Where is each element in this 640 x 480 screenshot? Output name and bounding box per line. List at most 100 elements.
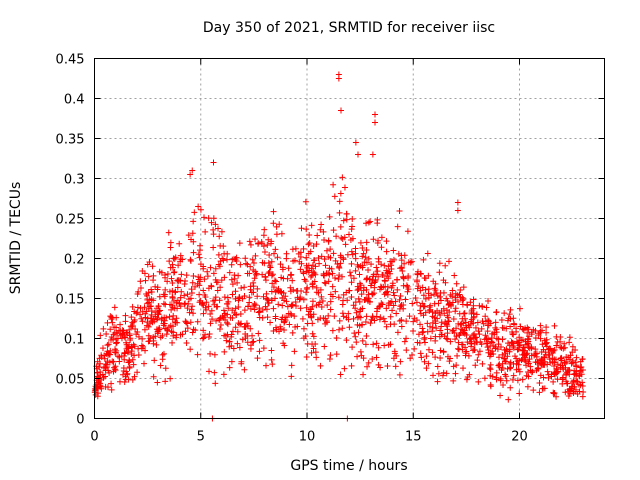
data-point — [500, 325, 507, 332]
data-point — [394, 286, 401, 293]
data-point — [400, 305, 407, 312]
data-point — [292, 245, 299, 252]
data-point — [201, 276, 208, 283]
data-point — [220, 243, 227, 250]
data-point — [343, 337, 350, 344]
data-point — [200, 310, 207, 317]
data-point — [288, 311, 295, 318]
data-point — [256, 337, 263, 344]
data-point — [223, 256, 230, 263]
data-point — [436, 269, 443, 276]
data-point — [373, 308, 380, 315]
data-point — [183, 272, 190, 279]
data-point — [302, 278, 309, 285]
data-point — [228, 342, 235, 349]
data-point — [389, 307, 396, 314]
data-point — [216, 233, 223, 240]
data-point — [266, 252, 273, 259]
data-point — [377, 364, 384, 371]
data-point — [196, 291, 203, 298]
data-point — [141, 270, 148, 277]
data-point — [207, 311, 214, 318]
data-point — [470, 296, 477, 303]
data-point — [122, 312, 129, 319]
data-point — [513, 338, 520, 345]
data-point — [400, 282, 407, 289]
data-point — [210, 159, 217, 166]
data-point — [444, 330, 451, 337]
data-point — [259, 314, 266, 321]
data-point — [138, 315, 145, 322]
data-point — [212, 294, 219, 301]
data-point — [369, 291, 376, 298]
data-point — [305, 311, 312, 318]
data-point — [373, 354, 380, 361]
data-point — [289, 246, 296, 253]
data-point — [396, 317, 403, 324]
data-point — [341, 234, 348, 241]
data-point — [486, 365, 493, 372]
data-point — [411, 315, 418, 322]
data-point — [195, 273, 202, 280]
data-point — [94, 369, 101, 376]
data-point — [435, 370, 442, 377]
data-point — [254, 293, 261, 300]
data-point — [162, 274, 169, 281]
data-point — [350, 275, 357, 282]
data-point — [339, 310, 346, 317]
data-point — [554, 376, 561, 383]
data-point — [122, 376, 129, 383]
data-point — [563, 378, 570, 385]
data-point — [182, 300, 189, 307]
data-point — [372, 111, 378, 118]
data-point — [145, 305, 152, 312]
data-point — [423, 353, 430, 360]
data-point — [275, 301, 282, 308]
data-point — [250, 289, 257, 296]
data-point — [450, 377, 457, 384]
data-point — [247, 241, 254, 248]
data-point — [194, 318, 201, 325]
data-point — [532, 335, 539, 342]
data-point — [502, 350, 509, 357]
data-point — [189, 230, 196, 237]
data-point — [375, 361, 382, 368]
data-point — [337, 190, 344, 197]
data-point — [390, 302, 397, 309]
data-point — [318, 221, 325, 228]
data-point — [331, 313, 338, 320]
data-point — [493, 376, 500, 383]
data-point — [551, 322, 558, 329]
x-tick-label: 10 — [299, 430, 316, 445]
data-point — [212, 265, 219, 272]
data-point — [570, 377, 577, 384]
data-point — [264, 314, 271, 321]
data-point — [250, 338, 257, 345]
data-point — [309, 303, 316, 310]
data-point — [139, 308, 146, 315]
data-point — [283, 250, 290, 257]
data-point — [408, 258, 415, 265]
data-point — [108, 386, 115, 393]
data-point — [398, 264, 405, 271]
data-point — [216, 325, 223, 332]
data-point — [281, 342, 288, 349]
data-point — [255, 240, 262, 247]
data-point — [279, 302, 286, 309]
data-point — [299, 315, 306, 322]
data-point — [567, 387, 574, 394]
data-point — [486, 353, 493, 360]
data-point — [566, 356, 573, 363]
data-point — [215, 261, 222, 268]
data-point — [140, 343, 147, 350]
data-point — [146, 337, 153, 344]
data-point — [278, 289, 285, 296]
data-point — [272, 295, 279, 302]
data-point — [375, 237, 382, 244]
data-point — [323, 270, 330, 277]
data-point — [516, 368, 523, 375]
data-point — [475, 351, 482, 358]
data-point — [275, 285, 282, 292]
data-point — [396, 371, 403, 378]
data-point — [509, 331, 516, 338]
